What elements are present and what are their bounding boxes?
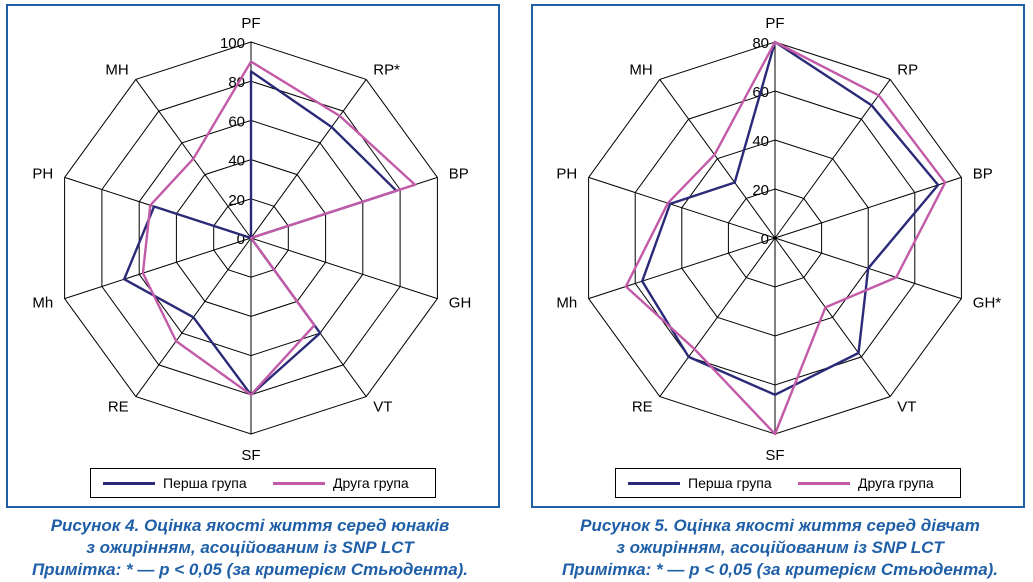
- category-label: Mh: [32, 294, 53, 311]
- category-label: BP: [449, 166, 469, 183]
- legend-left: Перша група Друга група: [90, 468, 436, 498]
- series-line-1: [640, 40, 940, 396]
- tick-label: 40: [752, 133, 769, 150]
- legend-right: Перша група Друга група: [615, 468, 961, 498]
- legend-label-group2: Друга група: [333, 475, 409, 491]
- category-label: RP: [897, 62, 918, 79]
- tick-label: 60: [228, 113, 245, 130]
- legend-item-group1: Перша група: [103, 475, 247, 491]
- legend-label-group1: Перша група: [688, 475, 772, 491]
- category-label: PH: [556, 166, 577, 183]
- legend-label-group2: Друга група: [858, 475, 934, 491]
- category-label: GH*: [973, 294, 1002, 311]
- category-label: RE: [108, 398, 129, 415]
- tick-label: 0: [761, 231, 769, 248]
- grid-spoke: [250, 79, 367, 239]
- legend-swatch-group2: [798, 481, 850, 485]
- caption-title: Рисунок 5. Оцінка якості життя серед дів…: [580, 516, 980, 535]
- category-label: PH: [32, 166, 53, 183]
- legend-swatch-group1: [628, 481, 680, 485]
- chart-panel-left: 0 20 40 60 80 100 PF RP* BP GH VT SF RE Mh PH MH Перша …: [6, 4, 500, 508]
- caption-title: Рисунок 4. Оцінка якості життя серед юна…: [50, 516, 450, 535]
- figure-caption-right: Рисунок 5. Оцінка якості життя серед дів…: [530, 515, 1030, 581]
- series-line-2: [624, 40, 947, 436]
- caption-note: Примітка: * — р < 0,05 (за критерієм Сть…: [561, 560, 999, 579]
- caption-subtitle: з ожирінням, асоційованим із SNP LCT: [86, 538, 414, 557]
- category-label: PF: [241, 15, 260, 32]
- category-label: SF: [241, 447, 260, 464]
- grid-spoke: [588, 237, 776, 300]
- legend-item-group2: Друга група: [798, 475, 934, 491]
- category-label: BP: [973, 166, 993, 183]
- category-label: GH: [449, 294, 472, 311]
- grid-spoke: [588, 176, 776, 239]
- figure-caption-left: Рисунок 4. Оцінка якості життя серед юна…: [0, 515, 500, 581]
- category-label: MH: [629, 62, 652, 79]
- category-label: PF: [765, 15, 784, 32]
- grid-spoke: [774, 176, 962, 239]
- tick-label: 20: [752, 182, 769, 199]
- grid-spoke: [774, 237, 891, 397]
- caption-subtitle: з ожирінням, асоційованим із SNP LCT: [616, 538, 944, 557]
- category-label: MH: [105, 62, 128, 79]
- grid-spoke: [659, 237, 776, 397]
- category-label: VT: [373, 398, 392, 415]
- grid-spoke: [250, 237, 438, 300]
- series-line-2: [141, 60, 417, 396]
- tick-label: 80: [752, 35, 769, 52]
- tick-label: 20: [228, 192, 245, 209]
- caption-note: Примітка: * — р < 0,05 (за критерієм Сть…: [31, 560, 469, 579]
- tick-label: 0: [237, 231, 245, 248]
- grid-spoke: [659, 79, 776, 239]
- legend-item-group1: Перша група: [628, 475, 772, 491]
- category-label: RP*: [373, 62, 400, 79]
- category-label: SF: [765, 447, 784, 464]
- chart-panel-right: 0 20 40 60 80 PF RP BP GH* VT SF RE Mh PH MH Перша гру…: [531, 4, 1025, 508]
- category-label: Mh: [556, 294, 577, 311]
- grid-spoke: [64, 237, 252, 300]
- legend-swatch-group2: [273, 481, 325, 485]
- legend-label-group1: Перша група: [163, 475, 247, 491]
- category-label: VT: [897, 398, 916, 415]
- category-label: RE: [632, 398, 653, 415]
- legend-item-group2: Друга група: [273, 475, 409, 491]
- legend-swatch-group1: [103, 481, 155, 485]
- tick-label: 40: [228, 153, 245, 170]
- grid-spoke: [774, 79, 891, 239]
- tick-label: 100: [220, 35, 245, 52]
